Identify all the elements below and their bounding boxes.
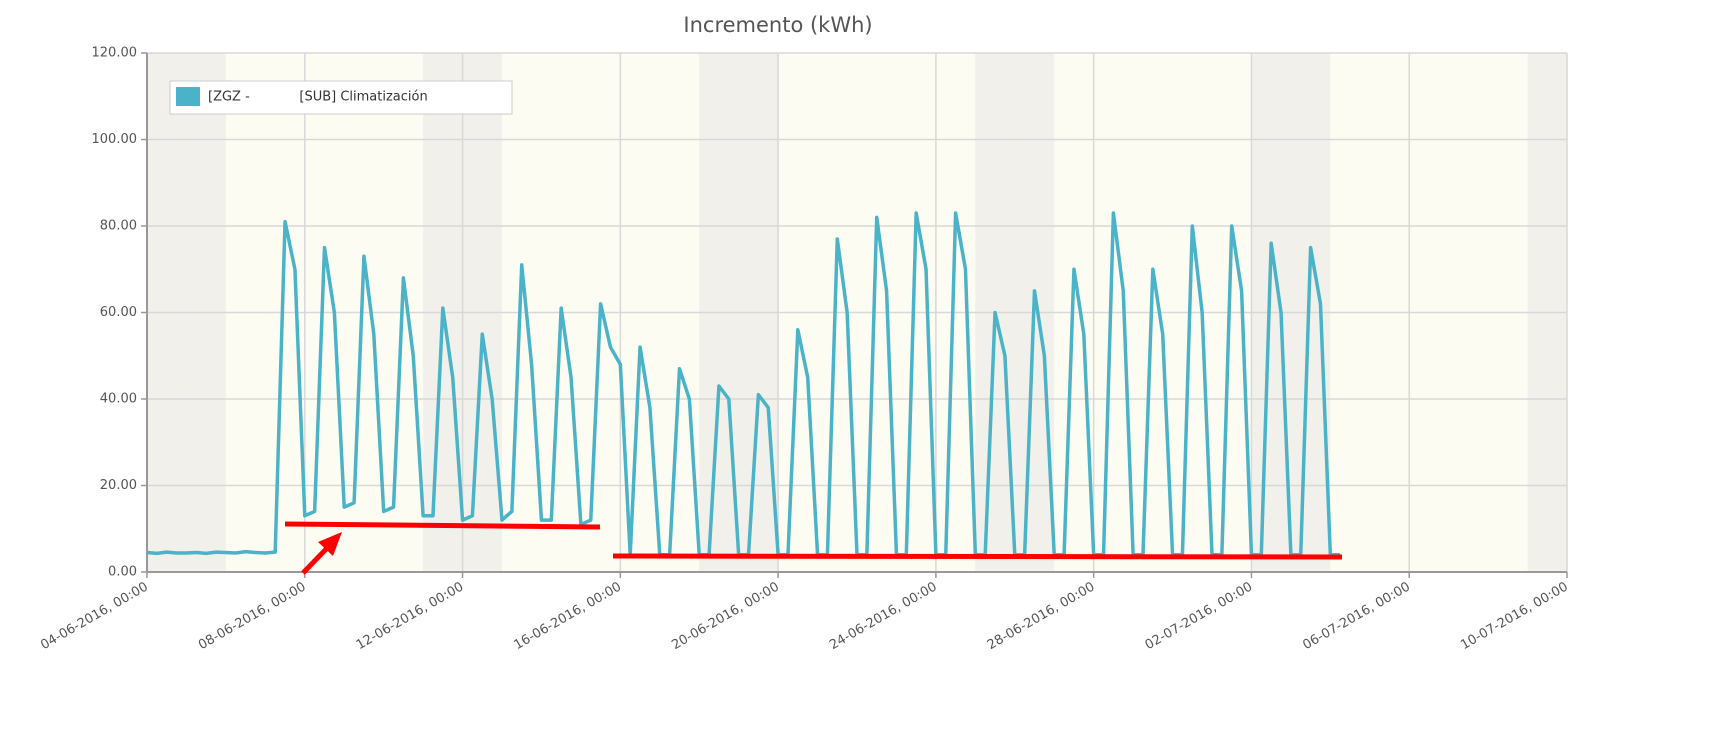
y-tick-label: 100.00	[92, 132, 138, 147]
legend-box	[169, 80, 513, 115]
annotation	[284, 521, 1343, 575]
legend-label: [ZGZ - [SUB] Climatización	[208, 90, 428, 105]
x-tick-label: 08-06-2016, 00:00	[196, 580, 309, 654]
legend-swatch	[176, 87, 200, 106]
y-tick-label: 60.00	[100, 305, 137, 320]
x-tick-label: 10-07-2016, 00:00	[1458, 580, 1571, 654]
x-tick-label: 12-06-2016, 00:00	[354, 580, 467, 654]
y-tick-label: 0.00	[108, 565, 137, 580]
x-tick-label: 28-06-2016, 00:00	[985, 580, 1098, 654]
chart-title: Incremento (kWh)	[683, 13, 872, 37]
annotation-line	[284, 521, 601, 530]
y-tick-label: 80.00	[100, 219, 137, 234]
x-tick-label: 02-07-2016, 00:00	[1143, 580, 1256, 654]
annotation-arrow	[301, 543, 332, 575]
x-tick-label: 06-07-2016, 00:00	[1300, 580, 1413, 654]
y-tick-label: 20.00	[100, 478, 137, 493]
annotation-line	[612, 553, 1343, 560]
annotation-arrowhead	[318, 532, 342, 556]
grid	[141, 52, 1568, 578]
y-tick-label: 120.00	[92, 46, 138, 61]
legend: [ZGZ - [SUB] Climatización	[169, 80, 513, 115]
y-tick-label: 40.00	[100, 392, 137, 407]
x-tick-label: 04-06-2016, 00:00	[38, 580, 151, 654]
x-tick-label: 16-06-2016, 00:00	[512, 580, 625, 654]
x-tick-label: 24-06-2016, 00:00	[827, 580, 940, 654]
x-tick-label: 20-06-2016, 00:00	[669, 580, 782, 654]
